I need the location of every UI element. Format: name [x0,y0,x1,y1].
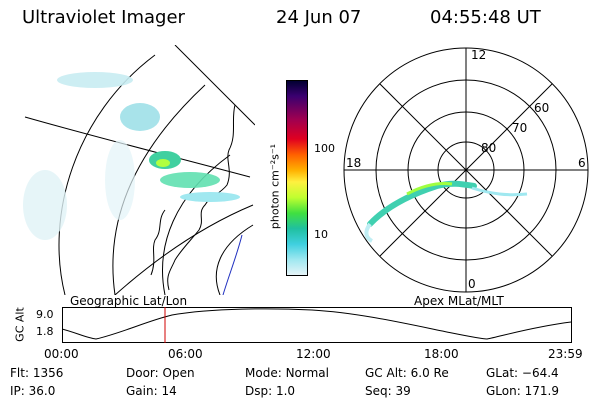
status-seq: Seq: 39 [365,384,411,398]
polar-mlt-label-0: 0 [468,277,476,291]
polar-lat-label-60: 60 [534,101,550,115]
polar-lat-label-80: 80 [481,141,497,155]
status-glat: GLat: −64.4 [486,366,559,380]
date-label: 24 Jun 07 [276,7,362,28]
polar-caption: Apex MLat/MLT [414,294,504,308]
polar-mlt-label-12: 12 [471,48,487,62]
polar-lat-label-70: 70 [512,121,528,135]
altitude-xtick-2359: 23:59 [548,347,583,361]
status-dsp: Dsp: 1.0 [245,384,296,398]
altitude-xtick-0600: 06:00 [168,347,203,361]
altitude-ylabel: GC Alt [13,307,27,342]
altitude-xtick-0000: 00:00 [44,347,79,361]
geographic-map [23,45,255,295]
polar-mlt-label-6: 6 [578,156,586,170]
altitude-xtick-1800: 18:00 [424,347,459,361]
geo-caption: Geographic Lat/Lon [70,294,188,308]
aurora-emission-geo [23,72,240,240]
instrument-title: Ultraviolet Imager [22,7,185,28]
status-glon: GLon: 171.9 [486,384,559,398]
altitude-curve [62,308,572,340]
colorbar-unit-label: photon cm⁻²s⁻¹ [268,143,282,230]
time-label: 04:55:48 UT [430,7,541,28]
status-gain: Gain: 14 [126,384,177,398]
status-ip: IP: 36.0 [10,384,56,398]
altitude-xtick-1200: 12:00 [296,347,331,361]
status-door: Door: Open [126,366,195,380]
status-flt: Flt: 1356 [10,366,64,380]
colorbar-tick-10: 10 [314,228,328,241]
colorbar-tick-100: 100 [314,142,335,155]
status-mode: Mode: Normal [245,366,329,380]
status-gc-alt: GC Alt: 6.0 Re [365,366,449,380]
altitude-ytick-9: 9.0 [36,308,54,321]
polar-mlt-plot [343,47,589,293]
altitude-ytick-1-8: 1.8 [36,325,54,338]
colorbar [286,80,308,276]
polar-mlt-label-18: 18 [346,156,362,170]
aurora-emission-polar [364,180,528,243]
altitude-plot [62,307,572,343]
